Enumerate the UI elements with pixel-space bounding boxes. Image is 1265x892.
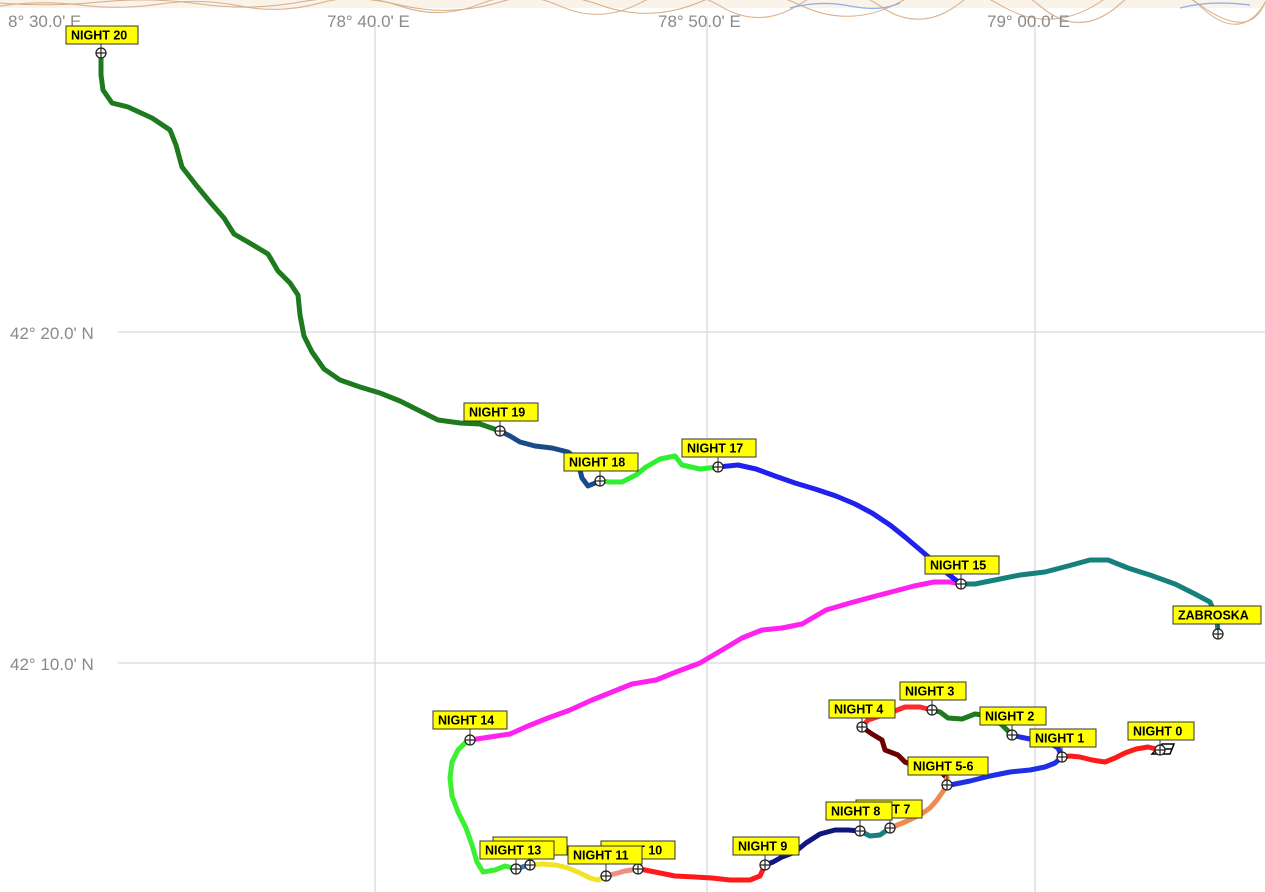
latitude-label: 42° 10.0' N	[10, 655, 94, 674]
waypoint-night17[interactable]: NIGHT 17	[681, 438, 757, 473]
route-tracks[interactable]	[98, 50, 1221, 883]
crosshair-icon	[511, 864, 521, 874]
waypoint-label: NIGHT 9	[738, 840, 787, 854]
crosshair-icon	[465, 735, 475, 745]
waypoint-label: ZABROSKA	[1178, 609, 1249, 623]
topo-map-strip	[0, 0, 1265, 25]
waypoint-label-box	[825, 801, 893, 821]
waypoint-label-box	[463, 402, 539, 422]
latitude-label: 42° 20.0' N	[10, 324, 94, 343]
waypoint-label: NIGHT 17	[687, 442, 743, 456]
crosshair-icon	[855, 826, 865, 836]
waypoint-label: NIGHT 2	[985, 710, 1034, 724]
coordinate-labels: 8° 30.0' E 78° 40.0' E 78° 50.0' E 79° 0…	[8, 12, 1070, 674]
waypoint-layer[interactable]: NIGHT 20 NIGHT 19 NIGHT 18 NIGHT 17 NIGH…	[65, 25, 1262, 882]
waypoint-label: NIGHT 8	[831, 805, 880, 819]
waypoint-night8[interactable]: NIGHT 8	[825, 801, 893, 837]
waypoint-label: NIGHT 15	[930, 559, 986, 573]
track-segment-night0-night1[interactable]	[947, 754, 1065, 788]
waypoint-label: NIGHT 11	[573, 849, 629, 863]
waypoint-label-box	[979, 706, 1047, 726]
waypoint-night2[interactable]: NIGHT 2	[979, 706, 1047, 741]
waypoint-label: NIGHT 13	[485, 844, 541, 858]
waypoint-label-box	[432, 710, 508, 730]
waypoint-label-box	[1127, 721, 1195, 741]
waypoint-label-box	[899, 681, 967, 701]
crosshair-icon	[1213, 629, 1223, 639]
waypoint-night20[interactable]: NIGHT 20	[65, 25, 139, 59]
waypoint-label: NIGHT 14	[438, 714, 494, 728]
longitude-label: 78° 40.0' E	[327, 12, 410, 31]
crosshair-icon	[1155, 745, 1165, 755]
waypoint-night9[interactable]: NIGHT 9	[732, 836, 800, 871]
crosshair-icon	[495, 426, 505, 436]
waypoint-night1[interactable]: NIGHT 1	[1029, 728, 1097, 763]
crosshair-icon	[713, 462, 723, 472]
waypoint-night14[interactable]: NIGHT 14	[432, 710, 508, 746]
crosshair-icon	[942, 780, 952, 790]
crosshair-icon	[857, 722, 867, 732]
waypoint-label: NIGHT 4	[834, 703, 883, 717]
track-segment-night8-night9[interactable]	[762, 827, 863, 868]
waypoint-label-box	[563, 452, 639, 472]
waypoint-label: NIGHT 3	[905, 685, 954, 699]
waypoint-label: NIGHT 19	[469, 406, 525, 420]
waypoint-night0[interactable]: NIGHT 0	[1127, 721, 1195, 756]
track-segment-zabroska-night0[interactable]	[1059, 744, 1163, 765]
waypoint-night4[interactable]: NIGHT 4	[828, 699, 896, 733]
crosshair-icon	[885, 823, 895, 833]
track-segment-night14-night15[interactable]	[467, 579, 964, 743]
crosshair-icon	[956, 579, 966, 589]
waypoint-label-box	[479, 840, 555, 860]
waypoint-night56[interactable]: NIGHT 5-6	[907, 756, 989, 791]
crosshair-icon	[525, 860, 535, 870]
track-segment-night11-night12[interactable]	[527, 861, 609, 883]
waypoint-night13[interactable]: NIGHT 13	[479, 840, 555, 875]
track-segment-night17-night18[interactable]	[597, 453, 721, 485]
waypoint-night15[interactable]: NIGHT 15	[924, 555, 1000, 590]
waypoint-label-box	[924, 555, 1000, 575]
waypoint-label-box	[1172, 605, 1262, 625]
track-segment-night18-night19[interactable]	[497, 428, 603, 489]
crosshair-icon	[633, 864, 643, 874]
crosshair-icon	[601, 871, 611, 881]
waypoint-night11[interactable]: NIGHT 11	[567, 845, 643, 882]
waypoint-label: NIGHT 5-6	[913, 760, 973, 774]
waypoint-label-box	[828, 699, 896, 719]
track-segment-night9-night10[interactable]	[635, 862, 768, 883]
waypoint-label: NIGHT 1	[1035, 732, 1084, 746]
longitude-label: 78° 50.0' E	[658, 12, 741, 31]
crosshair-icon	[595, 476, 605, 486]
waypoint-label-box	[907, 756, 989, 776]
crosshair-icon	[1007, 730, 1017, 740]
crosshair-icon	[760, 860, 770, 870]
waypoint-label: NIGHT 18	[569, 456, 625, 470]
waypoint-label-box	[567, 845, 643, 865]
waypoint-night19[interactable]: NIGHT 19	[463, 402, 539, 437]
track-segment-night56-night7[interactable]	[887, 775, 950, 831]
waypoint-label: NIGHT 0	[1133, 725, 1182, 739]
waypoint-night3[interactable]: NIGHT 3	[899, 681, 967, 716]
waypoint-zabroska[interactable]: ZABROSKA	[1172, 605, 1262, 640]
track-segment-night13-night14[interactable]	[447, 737, 519, 875]
waypoint-label: NIGHT 20	[71, 29, 127, 43]
waypoint-label-box	[65, 25, 139, 45]
waypoint-night18[interactable]: NIGHT 18	[563, 452, 639, 487]
crosshair-icon	[1057, 752, 1067, 762]
crosshair-icon	[927, 705, 937, 715]
track-segment-night15-zabroska[interactable]	[958, 557, 1221, 637]
crosshair-icon	[96, 48, 106, 58]
waypoint-label-box	[732, 836, 800, 856]
longitude-label: 79° 00.0' E	[987, 12, 1070, 31]
waypoint-label-box	[681, 438, 757, 458]
track-segment-night19-night20[interactable]	[98, 50, 503, 434]
waypoint-label-box	[1029, 728, 1097, 748]
longitude-label: 8° 30.0' E	[8, 12, 81, 31]
